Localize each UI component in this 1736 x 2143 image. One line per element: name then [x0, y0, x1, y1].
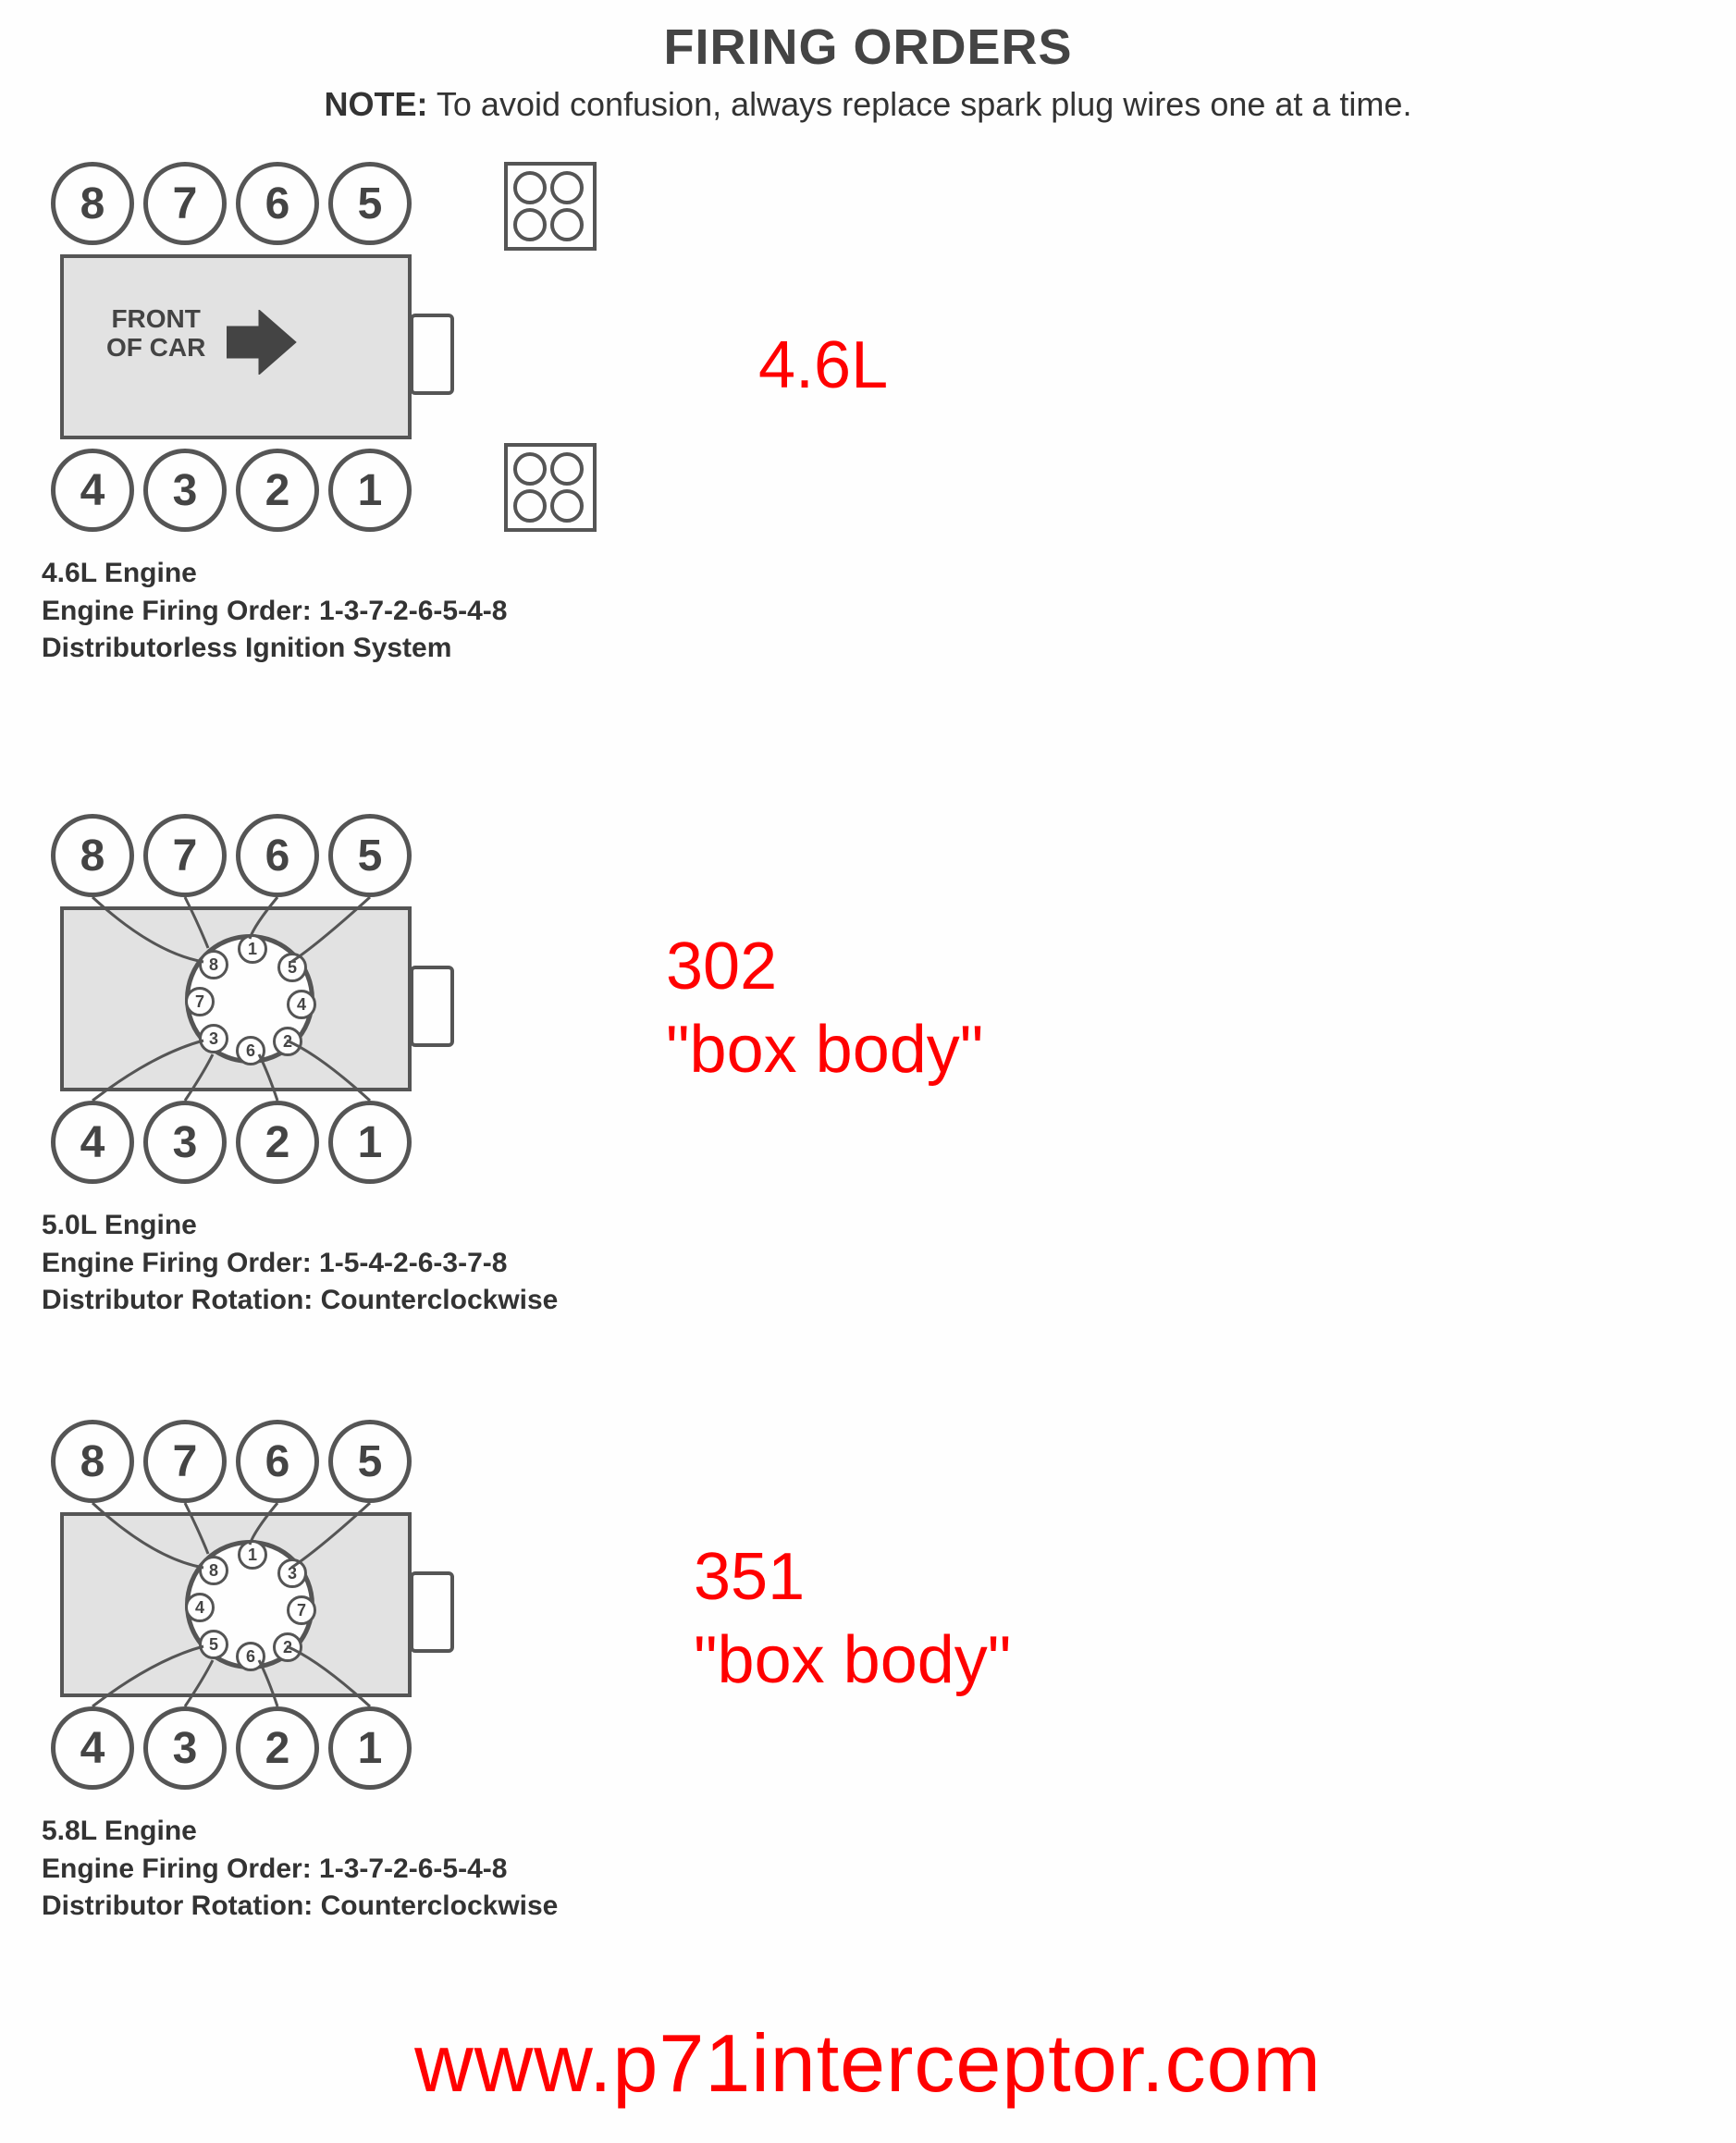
caption-line: Distributorless Ignition System	[42, 630, 578, 668]
coil-terminal	[513, 208, 547, 241]
distributor: 1 5 4 2 6 3 7 8	[185, 934, 314, 1064]
diagram-50l: 8 7 6 5 1 5 4 2 6 3 7 8	[42, 814, 523, 1184]
coil-terminal	[513, 489, 547, 523]
cylinder: 3	[143, 449, 227, 532]
dist-terminal: 8	[199, 950, 228, 979]
dist-terminal: 6	[236, 1642, 265, 1671]
cylinder: 7	[143, 162, 227, 245]
coil-terminal	[513, 171, 547, 204]
cylinder: 5	[328, 162, 412, 245]
note-text: To avoid confusion, always replace spark…	[428, 85, 1412, 123]
red-label-302: 302"box body"	[666, 925, 983, 1091]
cylinder: 6	[236, 162, 319, 245]
engine-caption: 5.0L Engine Engine Firing Order: 1-5-4-2…	[42, 1207, 578, 1320]
cylinder: 5	[328, 1420, 412, 1503]
cylinder: 5	[328, 814, 412, 897]
coil-pack-bottom	[504, 443, 597, 532]
cylinder: 8	[51, 814, 134, 897]
engine-section-50l: 8 7 6 5 1 5 4 2 6 3 7 8	[42, 814, 578, 1320]
caption-line: Engine Firing Order: 1-5-4-2-6-3-7-8	[42, 1245, 578, 1283]
dist-terminal: 3	[277, 1558, 307, 1588]
front-of-car-label: FRONT OF CAR	[106, 305, 205, 363]
front-text-line2: OF CAR	[106, 334, 205, 363]
engine-section-46l: 8 7 6 5 FRONT OF CAR 4 3 2 1	[42, 162, 578, 668]
cylinder: 3	[143, 1706, 227, 1790]
dist-terminal: 5	[277, 953, 307, 982]
cylinder: 4	[51, 1706, 134, 1790]
diagram-46l: 8 7 6 5 FRONT OF CAR 4 3 2 1	[42, 162, 523, 532]
engine-caption: 5.8L Engine Engine Firing Order: 1-3-7-2…	[42, 1813, 578, 1926]
cylinder: 3	[143, 1101, 227, 1184]
dist-terminal: 7	[185, 987, 215, 1016]
red-label-46l: 4.6L	[758, 324, 888, 407]
cylinder-row-top: 8 7 6 5	[51, 814, 412, 897]
cylinder: 8	[51, 162, 134, 245]
cylinder-row-bottom: 4 3 2 1	[51, 1101, 412, 1184]
distributor: 1 3 7 2 6 5 4 8	[185, 1540, 314, 1669]
cylinder: 8	[51, 1420, 134, 1503]
cylinder: 2	[236, 449, 319, 532]
cylinder: 6	[236, 814, 319, 897]
cylinder: 4	[51, 449, 134, 532]
dist-terminal: 4	[287, 990, 316, 1019]
dist-terminal: 1	[238, 1540, 267, 1570]
page-title: FIRING ORDERS	[0, 18, 1736, 76]
caption-line: Engine Firing Order: 1-3-7-2-6-5-4-8	[42, 593, 578, 631]
caption-line: 4.6L Engine	[42, 555, 578, 593]
header-note: NOTE: To avoid confusion, always replace…	[0, 85, 1736, 124]
dist-terminal: 3	[199, 1024, 228, 1053]
diagram-58l: 8 7 6 5 1 3 7 2 6 5 4 8	[42, 1420, 523, 1790]
cylinder: 2	[236, 1706, 319, 1790]
coil-pack-top	[504, 162, 597, 251]
footer-url: www.p71interceptor.com	[0, 2016, 1736, 2111]
dist-terminal: 8	[199, 1556, 228, 1585]
cylinder: 7	[143, 814, 227, 897]
dist-terminal: 2	[273, 1632, 302, 1662]
page: FIRING ORDERS NOTE: To avoid confusion, …	[0, 0, 1736, 2143]
engine-caption: 4.6L Engine Engine Firing Order: 1-3-7-2…	[42, 555, 578, 668]
coil-terminal	[550, 452, 584, 486]
front-text-line1: FRONT	[106, 305, 205, 334]
coil-terminal	[550, 208, 584, 241]
cylinder: 1	[328, 1101, 412, 1184]
caption-line: Distributor Rotation: Counterclockwise	[42, 1282, 578, 1320]
dist-terminal: 6	[236, 1036, 265, 1065]
cylinder: 6	[236, 1420, 319, 1503]
red-label-351: 351"box body"	[694, 1535, 1011, 1702]
caption-line: 5.0L Engine	[42, 1207, 578, 1245]
caption-line: Engine Firing Order: 1-3-7-2-6-5-4-8	[42, 1851, 578, 1889]
cylinder: 7	[143, 1420, 227, 1503]
coil-terminal	[550, 171, 584, 204]
engine-section-58l: 8 7 6 5 1 3 7 2 6 5 4 8	[42, 1420, 578, 1926]
header: FIRING ORDERS NOTE: To avoid confusion, …	[0, 18, 1736, 124]
cylinder: 4	[51, 1101, 134, 1184]
cylinder-row-bottom: 4 3 2 1	[51, 449, 412, 532]
cylinder: 1	[328, 449, 412, 532]
arrow-icon	[227, 310, 301, 379]
dist-terminal: 5	[199, 1630, 228, 1659]
dist-terminal: 2	[273, 1027, 302, 1056]
cylinder-row-top: 8 7 6 5	[51, 1420, 412, 1503]
caption-line: 5.8L Engine	[42, 1813, 578, 1851]
caption-line: Distributor Rotation: Counterclockwise	[42, 1888, 578, 1926]
cylinder-row-bottom: 4 3 2 1	[51, 1706, 412, 1790]
cylinder: 2	[236, 1101, 319, 1184]
coil-terminal	[513, 452, 547, 486]
dist-terminal: 4	[185, 1593, 215, 1622]
note-label: NOTE:	[325, 85, 428, 123]
dist-terminal: 7	[287, 1595, 316, 1625]
cylinder-row-top: 8 7 6 5	[51, 162, 412, 245]
dist-terminal: 1	[238, 934, 267, 964]
coil-terminal	[550, 489, 584, 523]
cylinder: 1	[328, 1706, 412, 1790]
